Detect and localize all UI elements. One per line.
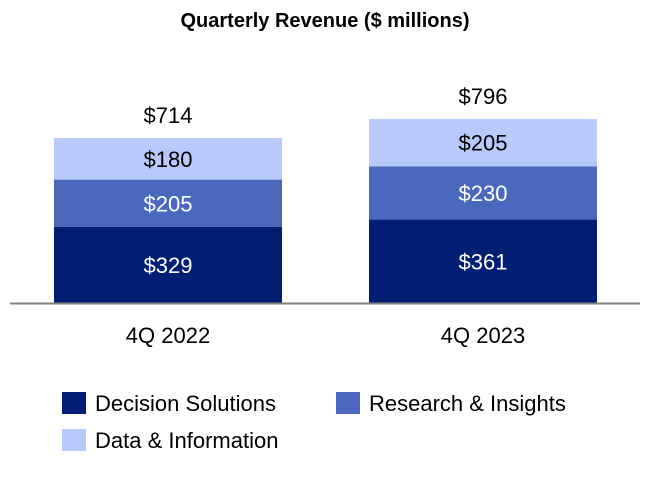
data-label: $180 [144,147,193,172]
legend-label: Research & Insights [369,391,566,416]
legend-label: Decision Solutions [95,391,276,416]
legend-swatch [336,392,360,414]
legend-item: Research & Insights [336,391,566,416]
legend-item: Data & Information [62,428,278,453]
chart-title: Quarterly Revenue ($ millions) [181,10,470,32]
data-label: $205 [459,131,508,156]
legend-swatch [62,392,86,414]
data-label: $329 [144,253,193,278]
legend-swatch [62,429,86,451]
legend-label: Data & Information [95,428,278,453]
bar-segment-3 [369,119,597,167]
total-label: $714 [144,103,193,128]
bar-segment-1 [54,226,282,303]
bar-segment-3 [54,138,282,180]
bar-segment-2 [54,179,282,227]
data-label: $230 [459,181,508,206]
x-tick-label: 4Q 2023 [441,323,525,348]
bar-segment-2 [369,166,597,220]
data-label: $205 [144,191,193,216]
legend-item: Decision Solutions [62,391,276,416]
data-label: $361 [459,249,508,274]
bar-segment-1 [369,219,597,303]
x-tick-label: 4Q 2022 [126,323,210,348]
total-label: $796 [459,84,508,109]
